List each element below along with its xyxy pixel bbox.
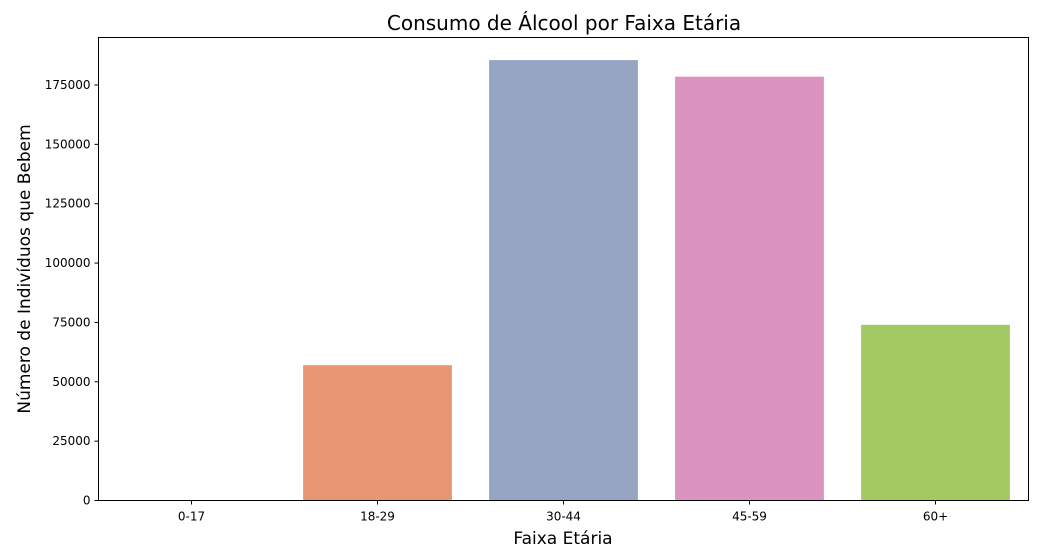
bar-45-59 (675, 76, 824, 501)
x-tick-label: 60+ (923, 510, 948, 524)
y-tick-label: 25000 (52, 434, 90, 448)
chart-title: Consumo de Álcool por Faixa Etária (387, 11, 741, 35)
bar-60+ (861, 324, 1010, 501)
y-tick-label: 175000 (45, 78, 91, 92)
y-axis: 0 25000 50000 75000 100000 125000 150000 175000 (45, 78, 99, 508)
x-tick-label: 18-29 (360, 510, 395, 524)
y-tick-label: 150000 (45, 137, 91, 151)
x-tick-label: 45-59 (732, 510, 767, 524)
y-axis-label: Número de Indivíduos que Bebem (15, 124, 35, 413)
x-axis: 0-17 18-29 30-44 45-59 60+ (178, 500, 948, 524)
y-tick-label: 50000 (52, 375, 90, 389)
bar-30-44 (489, 60, 638, 501)
x-tick-label: 0-17 (178, 510, 205, 524)
plot-frame (98, 37, 1029, 501)
x-axis-label: Faixa Etária (513, 529, 612, 549)
y-tick-label: 100000 (45, 256, 91, 270)
bars-group (303, 60, 1010, 501)
x-tick-label: 30-44 (546, 510, 581, 524)
bar-18-29 (303, 365, 452, 501)
y-tick-label: 0 (83, 494, 91, 508)
y-tick-label: 75000 (52, 315, 90, 329)
y-tick-label: 125000 (45, 197, 91, 211)
